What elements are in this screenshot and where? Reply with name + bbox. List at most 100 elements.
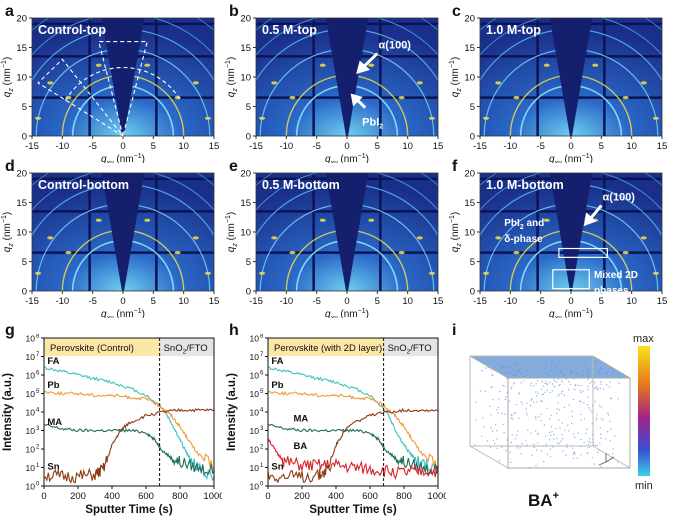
pbi2-delta-phase-annotation: PbI2 and δ-phase [504, 218, 609, 258]
x-axis-label: qxy (nm−1) [325, 153, 369, 163]
y-tick-label: 15 [16, 43, 27, 54]
y-tick-label: 0 [22, 132, 27, 143]
y-tick-label: 20 [464, 14, 475, 25]
x-tick-label: 10 [626, 296, 637, 307]
y-tick-label: 10 [250, 389, 260, 399]
x-tick-label: 10 [402, 141, 413, 152]
x-tick-label: 15 [433, 141, 444, 152]
x-tick-label: 800 [396, 491, 412, 502]
svg-text:phases: phases [594, 285, 629, 296]
y-tick-label: 20 [240, 169, 251, 180]
x-tick-label: 10 [626, 141, 637, 152]
integration-sector-overlay [37, 41, 182, 137]
x-tick-label: 600 [362, 491, 378, 502]
x-tick-label: 0 [41, 491, 46, 502]
x-tick-label: 5 [599, 296, 604, 307]
x-axis-label: Sputter Time (s) [85, 504, 172, 516]
x-tick-label: -5 [312, 141, 320, 152]
box-edges-front [507, 377, 631, 469]
x-tick-label: 400 [104, 491, 120, 502]
x-tick-label: 15 [657, 141, 668, 152]
y-tick-exponent: 3 [36, 426, 40, 432]
y-tick-label: 10 [26, 371, 36, 381]
substrate-region-label: SnO2/FTO [388, 343, 432, 356]
y-tick-exponent: 7 [36, 352, 40, 358]
y-tick-label: 10 [464, 73, 475, 84]
y-tick-exponent: 0 [36, 482, 40, 488]
y-axis-label: qz (nm−1) [225, 212, 239, 252]
series-line-pb [43, 390, 215, 472]
y-tick-label: 10 [250, 352, 260, 362]
y-axis-label: Intensity (a.u.) [2, 373, 14, 451]
y-tick-label: 0 [22, 287, 27, 298]
x-tick-label: 0 [344, 141, 349, 152]
series-line-pb [267, 390, 439, 472]
substrate-region-band [159, 338, 214, 356]
x-tick-label: 200 [294, 491, 310, 502]
y-tick-exponent: 6 [260, 371, 264, 377]
y-tick-label: 10 [26, 334, 36, 344]
x-tick-label: -15 [473, 296, 487, 307]
giwaxs-panel-title: 1.0 M-bottom [486, 178, 564, 192]
x-axis-label: qxy (nm−1) [325, 308, 369, 318]
speckle-dots [474, 360, 621, 469]
y-tick-exponent: 6 [36, 371, 40, 377]
y-tick-label: 10 [16, 228, 27, 239]
panel-label-g: g [5, 322, 15, 339]
colorbar-max-label: max [633, 334, 654, 345]
tof-sims-panel-g: Perovskite (Control) SnO2/FTO FA Pb MA Sn 0 200… [2, 334, 222, 516]
species-label-fa: FA [47, 356, 59, 367]
perovskite-region-label: Perovskite (Control) [50, 343, 134, 354]
species-label-sn: Sn [271, 461, 283, 472]
y-axis-label: qz (nm−1) [449, 57, 463, 97]
y-axis-label: Intensity (a.u.) [226, 373, 238, 451]
x-tick-label: 0 [265, 491, 270, 502]
x-axis-label: qxy (nm−1) [101, 153, 145, 163]
panel-label-h: h [229, 322, 239, 339]
perovskite-region-band [44, 338, 160, 356]
species-label-ba: BA [294, 441, 308, 452]
giwaxs-panel-title: 0.5 M-top [262, 23, 317, 37]
series-line-fa [43, 366, 215, 482]
x-tick-label: -10 [279, 141, 293, 152]
y-tick-exponent: 2 [36, 445, 40, 451]
y-tick-label: 20 [240, 14, 251, 25]
x-tick-label: -5 [312, 296, 320, 307]
y-tick-label: 0 [470, 287, 475, 298]
panel-label-b: b [229, 3, 239, 20]
pbi2-annotation: PbI2 [350, 93, 383, 130]
y-tick-label: 0 [470, 132, 475, 143]
x-tick-label: 5 [151, 296, 156, 307]
y-tick-label: 5 [22, 257, 27, 268]
x-tick-label: 200 [70, 491, 86, 502]
y-tick-label: 5 [246, 102, 251, 113]
box-edge [469, 445, 509, 469]
y-tick-label: 10 [26, 445, 36, 455]
x-tick-label: 0 [568, 296, 573, 307]
y-tick-label: 10 [250, 334, 260, 344]
panel-label-i: i [452, 322, 457, 339]
species-label-sn: Sn [47, 461, 59, 472]
mixed-2d-phases-annotation: Mixed 2D phases [552, 269, 638, 296]
panel-label-d: d [5, 158, 15, 175]
y-tick-label: 10 [26, 463, 36, 473]
giwaxs-panel-title: Control-top [38, 23, 106, 37]
series-line-sn [43, 408, 215, 484]
y-tick-label: 15 [240, 198, 251, 209]
alpha-phase-annotation: α(100) [583, 192, 635, 227]
x-tick-label: -5 [88, 296, 96, 307]
giwaxs-panel-a: Control-top -15 -10 -5 0 5 10 15 0 5 10 15 20 qxy (nm… [1, 14, 219, 164]
y-tick-label: 5 [246, 257, 251, 268]
species-label-ma: MA [294, 413, 309, 424]
y-tick-label: 10 [250, 408, 260, 418]
y-tick-exponent: 5 [36, 389, 40, 395]
y-tick-exponent: 4 [260, 408, 264, 414]
y-tick-label: 10 [250, 371, 260, 381]
substrate-region-band [383, 338, 438, 356]
x-tick-label: 600 [138, 491, 154, 502]
y-tick-exponent: 5 [260, 389, 264, 395]
svg-text:PbI2 and: PbI2 and [504, 218, 544, 231]
svg-text:Mixed 2D: Mixed 2D [594, 270, 638, 281]
x-tick-label: -5 [536, 141, 544, 152]
x-tick-label: 1000 [427, 491, 446, 502]
